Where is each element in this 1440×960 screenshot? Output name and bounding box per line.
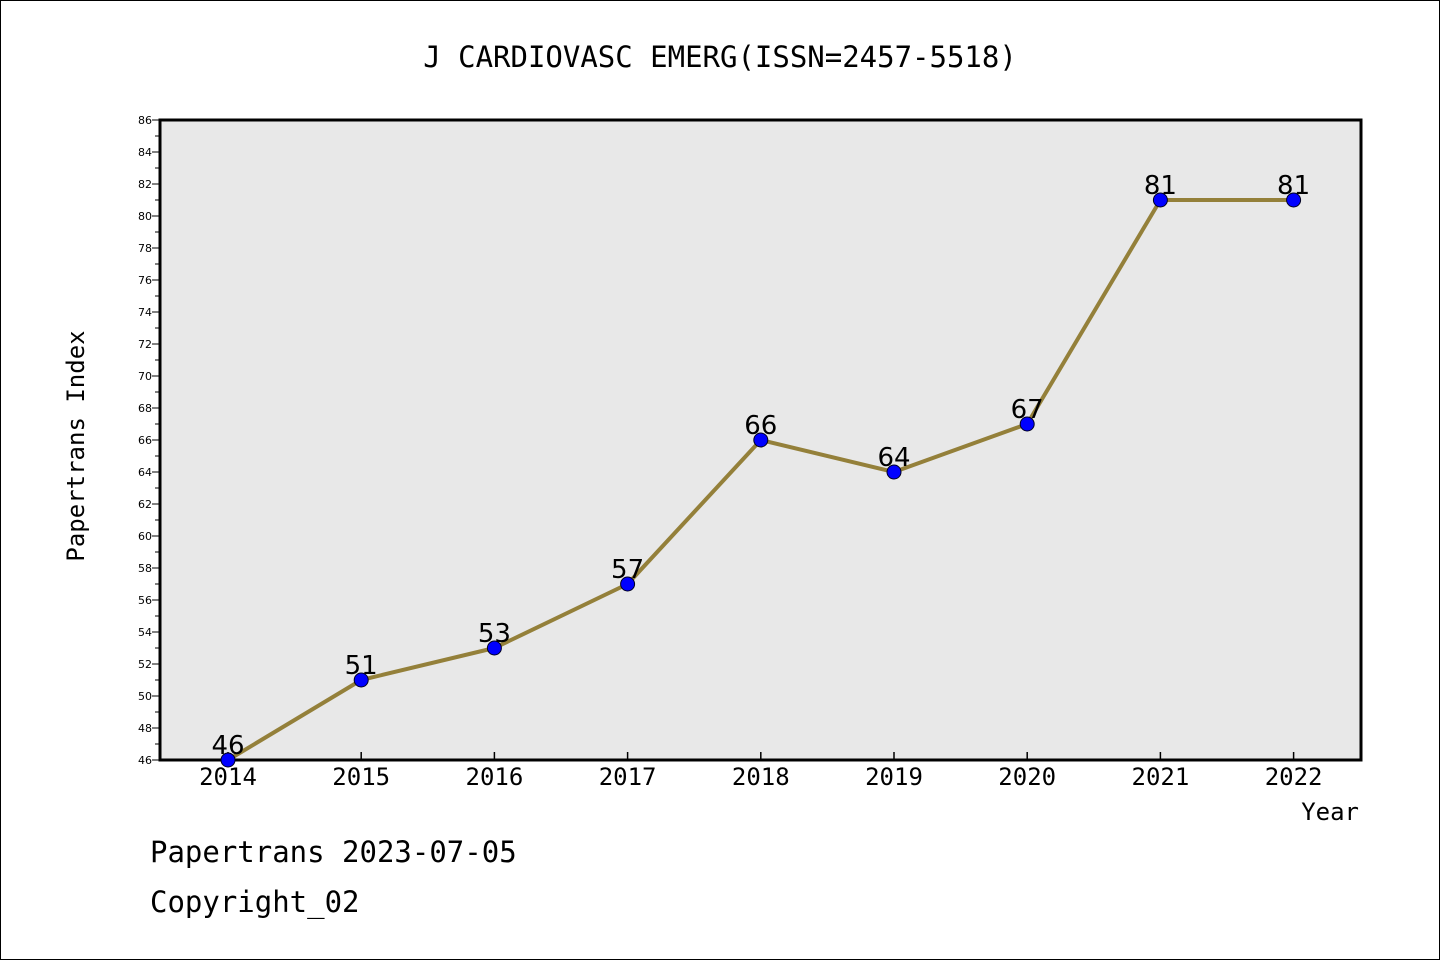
y-tick-label: 66 [138,434,152,447]
x-tick-label: 2022 [1265,763,1323,791]
x-tick-label: 2014 [199,763,257,791]
y-tick-label: 60 [138,530,152,543]
data-point [1152,192,1168,208]
data-point [1019,416,1035,432]
data-label: 81 [1277,171,1310,201]
footer-copyright: Copyright_02 [150,885,360,919]
y-tick-label: 86 [138,114,152,127]
x-tick-label: 2021 [1132,763,1190,791]
y-axis-label: Papertrans Index [62,330,90,561]
data-label: 81 [1144,171,1177,201]
data-label: 66 [744,411,777,441]
data-label: 64 [877,443,910,473]
x-tick-label: 2019 [865,763,923,791]
data-point [753,432,769,448]
y-tick-label: 70 [138,370,152,383]
data-point [353,672,369,688]
y-tick-label: 74 [138,306,152,319]
y-tick-label: 50 [138,690,152,703]
y-tick-label: 72 [138,338,152,351]
data-point [1286,192,1302,208]
y-tick-label: 62 [138,498,152,511]
y-tick-label: 80 [138,210,152,223]
x-tick-label: 2016 [466,763,524,791]
x-axis: 2014 2015 2016 2017 2018 2019 2020 2021 2022 [199,752,1322,791]
y-tick-label: 82 [138,178,152,191]
x-tick-label: 2015 [332,763,390,791]
data-label: 57 [611,555,644,585]
x-tick-label: 2017 [599,763,657,791]
y-tick-label: 56 [138,594,152,607]
y-axis: 46 48 50 52 54 56 58 60 62 64 66 68 70 72 74 76 78 80 82 84… [138,114,160,767]
y-tick-label: 54 [138,626,152,639]
x-axis-label: Year [1301,798,1359,826]
data-label: 53 [478,619,511,649]
footer-date: Papertrans 2023-07-05 [150,835,517,869]
data-label: 51 [345,651,378,681]
x-tick-label: 2018 [732,763,790,791]
data-point [220,752,236,768]
chart-title: J CARDIOVASC EMERG(ISSN=2457-5518) [423,40,1017,74]
series-group: 46 51 53 57 66 64 67 81 81 [211,171,1310,768]
y-tick-label: 76 [138,274,152,287]
y-tick-label: 46 [138,754,152,767]
data-label: 46 [211,731,244,761]
data-label: 67 [1011,395,1044,425]
data-point [486,640,502,656]
y-tick-label: 58 [138,562,152,575]
y-tick-label: 52 [138,658,152,671]
y-tick-label: 64 [138,466,152,479]
y-tick-label: 84 [138,146,152,159]
data-point [620,576,636,592]
x-tick-label: 2020 [998,763,1056,791]
y-tick-label: 78 [138,242,152,255]
y-tick-label: 68 [138,402,152,415]
y-tick-label: 48 [138,722,152,735]
data-point [886,464,902,480]
